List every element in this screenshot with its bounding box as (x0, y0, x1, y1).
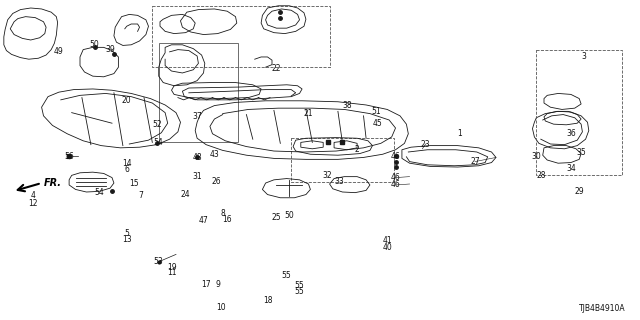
Text: 51: 51 (371, 107, 381, 116)
Text: 5: 5 (124, 229, 129, 238)
Text: 32: 32 (323, 171, 333, 180)
Text: 35: 35 (576, 148, 586, 156)
Text: 13: 13 (122, 235, 132, 244)
Text: 50: 50 (284, 211, 294, 220)
Text: 28: 28 (536, 171, 545, 180)
Text: 23: 23 (420, 140, 431, 148)
Text: 38: 38 (342, 101, 352, 110)
Text: 53: 53 (154, 257, 164, 266)
Text: FR.: FR. (44, 178, 61, 188)
Text: 37: 37 (192, 112, 202, 121)
Text: 54: 54 (154, 138, 164, 147)
Text: 4: 4 (31, 191, 36, 200)
Text: 22: 22 (272, 64, 281, 73)
Text: 33: 33 (334, 177, 344, 186)
Text: 54: 54 (94, 188, 104, 197)
Text: 1: 1 (457, 129, 462, 138)
Text: 46: 46 (390, 152, 401, 161)
Text: 9: 9 (215, 280, 220, 289)
Text: 56: 56 (64, 152, 74, 161)
Text: 43: 43 (209, 150, 220, 159)
Text: 3: 3 (581, 52, 586, 60)
Text: 55: 55 (282, 271, 292, 280)
Text: 40: 40 (382, 243, 392, 252)
Text: 46: 46 (390, 180, 401, 189)
Text: 15: 15 (129, 179, 140, 188)
Text: 55: 55 (294, 281, 305, 290)
Text: 6: 6 (124, 165, 129, 174)
Text: 47: 47 (198, 216, 209, 225)
Text: 45: 45 (372, 119, 383, 128)
Text: 34: 34 (566, 164, 576, 173)
Text: 27: 27 (470, 157, 480, 166)
Text: 24: 24 (180, 190, 191, 199)
Text: 50: 50 (90, 40, 100, 49)
Text: 19: 19 (166, 263, 177, 272)
Text: 31: 31 (192, 172, 202, 180)
Text: 18: 18 (263, 296, 272, 305)
Text: 16: 16 (222, 215, 232, 224)
Text: 26: 26 (211, 177, 221, 186)
Text: 17: 17 (201, 280, 211, 289)
Text: 49: 49 (54, 47, 64, 56)
Text: 12: 12 (29, 199, 38, 208)
Text: 2: 2 (355, 145, 360, 154)
Text: 55: 55 (294, 287, 305, 296)
Text: TJB4B4910A: TJB4B4910A (579, 304, 626, 313)
Text: 48: 48 (192, 153, 202, 162)
Text: 25: 25 (271, 213, 282, 222)
Text: 10: 10 (216, 303, 226, 312)
Text: 20: 20 (122, 96, 132, 105)
Text: 8: 8 (220, 209, 225, 218)
Text: 29: 29 (574, 187, 584, 196)
Text: 30: 30 (531, 152, 541, 161)
Text: 36: 36 (566, 129, 576, 138)
Text: 7: 7 (138, 191, 143, 200)
Text: 46: 46 (390, 173, 401, 182)
Text: 41: 41 (382, 236, 392, 245)
Text: 14: 14 (122, 159, 132, 168)
Text: 21: 21 (304, 109, 313, 118)
Text: 11: 11 (167, 268, 176, 277)
Text: 52: 52 (152, 120, 162, 129)
Text: 39: 39 (105, 45, 115, 54)
